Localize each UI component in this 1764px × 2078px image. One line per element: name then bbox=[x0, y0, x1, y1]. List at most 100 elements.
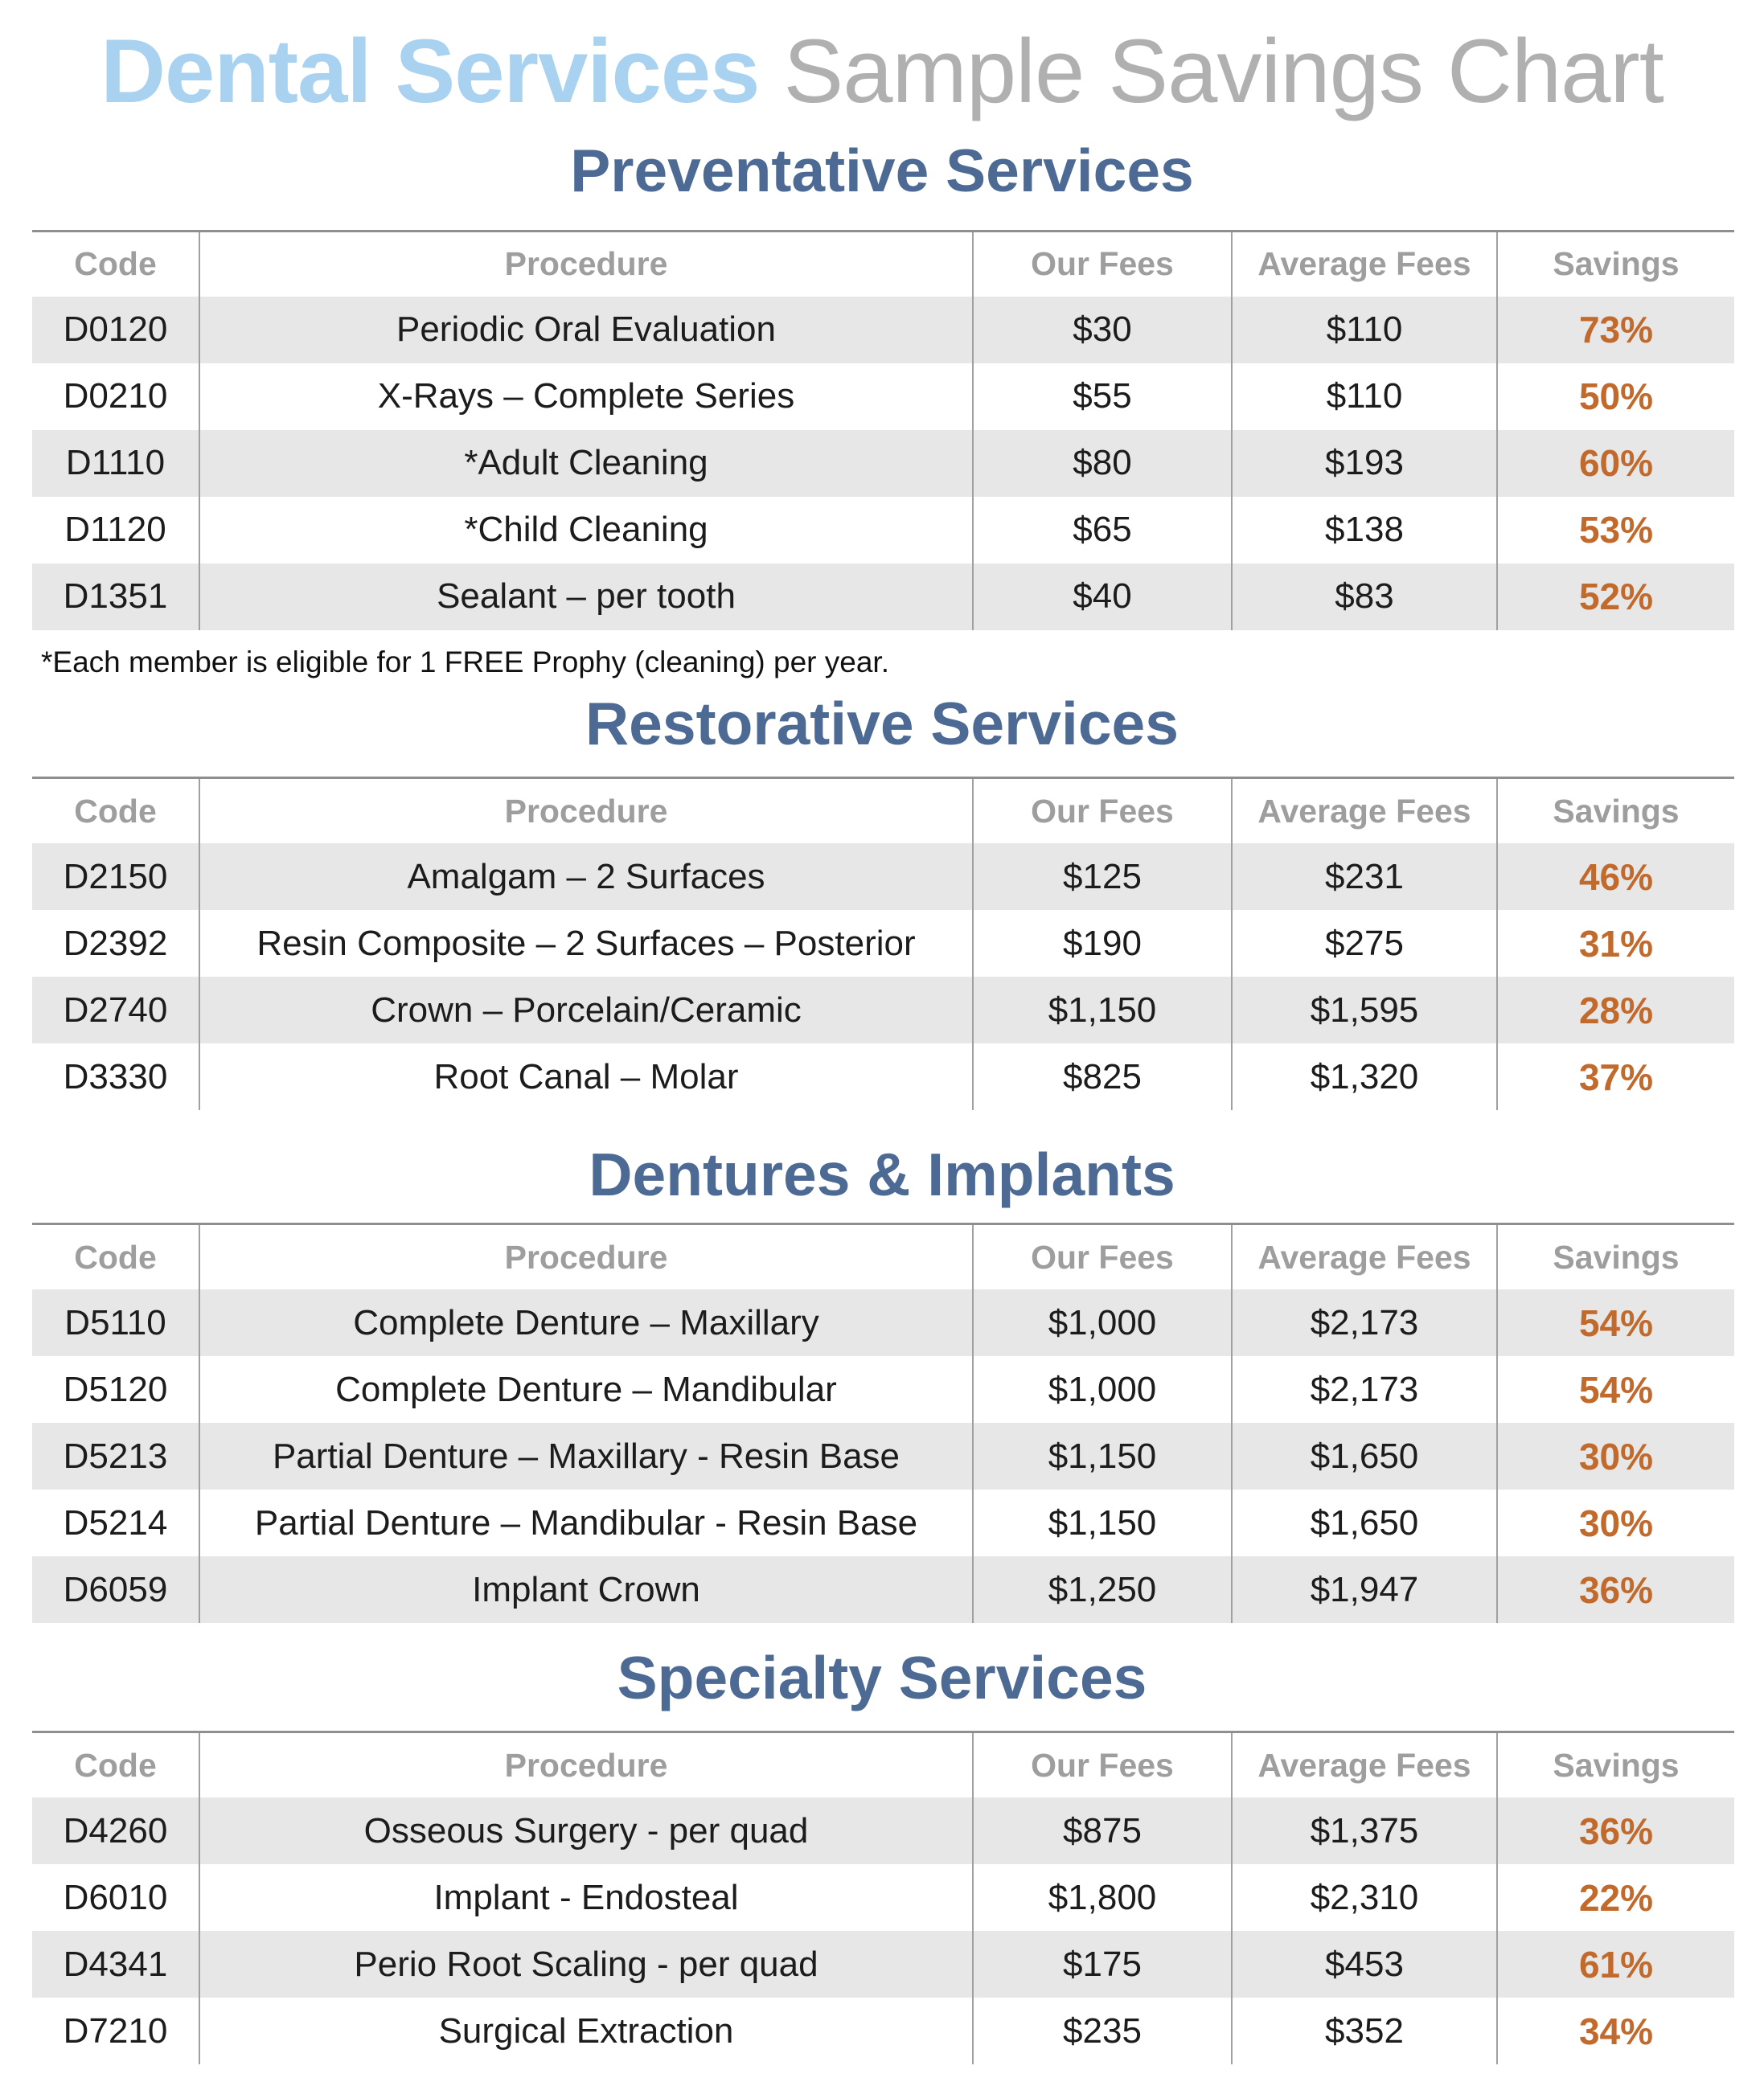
cell-average-fees: $138 bbox=[1232, 496, 1498, 564]
cell-procedure: Perio Root Scaling - per quad bbox=[199, 1931, 974, 1998]
cell-procedure: Sealant – per tooth bbox=[199, 563, 974, 630]
table-row: D2740 Crown – Porcelain/Ceramic $1,150 $1,5… bbox=[32, 977, 1734, 1044]
cell-savings: 22% bbox=[1578, 1876, 1654, 1919]
cell-code: D5120 bbox=[32, 1356, 200, 1424]
page-title-rest: Sample Savings Chart bbox=[783, 21, 1664, 121]
cell-our-fees: $80 bbox=[973, 429, 1233, 497]
cell-savings: 53% bbox=[1578, 509, 1654, 551]
cell-average-fees: $110 bbox=[1232, 363, 1498, 430]
cell-procedure: Complete Denture – Maxillary bbox=[199, 1289, 974, 1357]
cell-code: D4260 bbox=[32, 1797, 200, 1865]
cell-savings: 30% bbox=[1578, 1435, 1654, 1478]
section-heading-restorative: Restorative Services bbox=[585, 690, 1179, 758]
cell-our-fees: $175 bbox=[973, 1931, 1233, 1998]
cell-procedure: Partial Denture – Mandibular - Resin Bas… bbox=[199, 1490, 974, 1557]
cell-average-fees: $231 bbox=[1232, 843, 1498, 911]
page-title: Dental Services Sample Savings Chart bbox=[0, 20, 1764, 124]
table-header-row: Code Procedure Our Fees Average Fees Savings bbox=[32, 1223, 1734, 1290]
cell-savings: 28% bbox=[1578, 989, 1654, 1031]
section-restorative-services: Restorative Services Code Procedure Our Fe… bbox=[0, 690, 1764, 1111]
cell-savings: 31% bbox=[1578, 922, 1654, 965]
cell-savings: 50% bbox=[1578, 375, 1654, 418]
column-header-average-fees: Average Fees bbox=[1232, 1223, 1498, 1290]
cell-average-fees: $83 bbox=[1232, 563, 1498, 630]
cell-savings: 46% bbox=[1578, 855, 1654, 898]
column-header-code: Code bbox=[32, 777, 200, 844]
cell-our-fees: $1,000 bbox=[973, 1356, 1233, 1424]
cell-procedure: *Child Cleaning bbox=[199, 496, 974, 564]
cell-savings: 36% bbox=[1578, 1810, 1654, 1852]
table-row: D1120 *Child Cleaning $65 $138 53% bbox=[32, 496, 1734, 564]
cell-our-fees: $825 bbox=[973, 1043, 1233, 1111]
cell-procedure: Surgical Extraction bbox=[199, 1998, 974, 2065]
cell-savings: 52% bbox=[1578, 576, 1654, 618]
column-header-average-fees: Average Fees bbox=[1232, 1732, 1498, 1798]
cell-our-fees: $1,150 bbox=[973, 977, 1233, 1044]
cell-our-fees: $40 bbox=[973, 563, 1233, 630]
cell-savings: 30% bbox=[1578, 1502, 1654, 1544]
cell-code: D0120 bbox=[32, 296, 200, 363]
cell-code: D3330 bbox=[32, 1043, 200, 1111]
cell-procedure: Complete Denture – Mandibular bbox=[199, 1356, 974, 1424]
column-header-procedure: Procedure bbox=[199, 231, 974, 297]
cell-code: D6059 bbox=[32, 1556, 200, 1624]
specialty-services-table: Code Procedure Our Fees Average Fees Savings… bbox=[32, 1731, 1734, 2065]
cell-code: D5110 bbox=[32, 1289, 200, 1357]
cell-procedure: Periodic Oral Evaluation bbox=[199, 296, 974, 363]
table-row: D5213 Partial Denture – Maxillary - Resin… bbox=[32, 1423, 1734, 1490]
cell-average-fees: $453 bbox=[1232, 1931, 1498, 1998]
cell-procedure: Amalgam – 2 Surfaces bbox=[199, 843, 974, 911]
dentures-implants-table: Code Procedure Our Fees Average Fees Savings… bbox=[32, 1223, 1734, 1624]
cell-average-fees: $2,173 bbox=[1232, 1356, 1498, 1424]
cell-average-fees: $193 bbox=[1232, 429, 1498, 497]
cell-code: D1120 bbox=[32, 496, 200, 564]
section-dentures-implants: Dentures & Implants Code Procedure Our Fee… bbox=[0, 1141, 1764, 1624]
cell-savings: 34% bbox=[1578, 2010, 1654, 2052]
table-row: D7210 Surgical Extraction $235 $352 34% bbox=[32, 1998, 1734, 2065]
cell-our-fees: $125 bbox=[973, 843, 1233, 911]
table-row: D6010 Implant - Endosteal $1,800 $2,310 22% bbox=[32, 1864, 1734, 1932]
column-header-code: Code bbox=[32, 1223, 200, 1290]
cell-savings: 37% bbox=[1578, 1055, 1654, 1098]
restorative-services-table: Code Procedure Our Fees Average Fees Savings… bbox=[32, 777, 1734, 1111]
column-header-average-fees: Average Fees bbox=[1232, 231, 1498, 297]
cell-our-fees: $30 bbox=[973, 296, 1233, 363]
column-header-average-fees: Average Fees bbox=[1232, 777, 1498, 844]
cell-average-fees: $2,310 bbox=[1232, 1864, 1498, 1932]
savings-chart: Preventative Services Code Procedure Our F… bbox=[0, 137, 1764, 2065]
table-row: D3330 Root Canal – Molar $825 $1,320 37% bbox=[32, 1043, 1734, 1111]
cell-average-fees: $1,320 bbox=[1232, 1043, 1498, 1111]
table-row: D5110 Complete Denture – Maxillary $1,000 $… bbox=[32, 1289, 1734, 1357]
table-row: D2392 Resin Composite – 2 Surfaces – Post… bbox=[32, 910, 1734, 978]
table-row: D1351 Sealant – per tooth $40 $83 52% bbox=[32, 563, 1734, 630]
cell-our-fees: $1,150 bbox=[973, 1490, 1233, 1557]
page-header: Dental Services Sample Savings Chart bbox=[0, 20, 1764, 124]
cell-code: D5214 bbox=[32, 1490, 200, 1557]
cell-average-fees: $352 bbox=[1232, 1998, 1498, 2065]
cell-our-fees: $190 bbox=[973, 910, 1233, 978]
cell-our-fees: $1,250 bbox=[973, 1556, 1233, 1624]
table-row: D1110 *Adult Cleaning $80 $193 60% bbox=[32, 429, 1734, 497]
page-title-highlight: Dental Services bbox=[101, 21, 760, 121]
cell-code: D7210 bbox=[32, 1998, 200, 2065]
column-header-procedure: Procedure bbox=[199, 1732, 974, 1798]
section-preventative-services: Preventative Services Code Procedure Our F… bbox=[0, 137, 1764, 680]
cell-code: D0210 bbox=[32, 363, 200, 430]
column-header-our-fees: Our Fees bbox=[973, 777, 1233, 844]
table-header-row: Code Procedure Our Fees Average Fees Savings bbox=[32, 231, 1734, 297]
cell-our-fees: $1,800 bbox=[973, 1864, 1233, 1932]
table-row: D0210 X-Rays – Complete Series $55 $110 50% bbox=[32, 363, 1734, 430]
section-specialty-services: Specialty Services Code Procedure Our Fees… bbox=[0, 1644, 1764, 2065]
cell-procedure: Implant Crown bbox=[199, 1556, 974, 1624]
cell-our-fees: $55 bbox=[973, 363, 1233, 430]
cell-our-fees: $875 bbox=[973, 1797, 1233, 1865]
cell-average-fees: $1,595 bbox=[1232, 977, 1498, 1044]
column-header-savings: Savings bbox=[1553, 1746, 1680, 1784]
cell-code: D2392 bbox=[32, 910, 200, 978]
cell-code: D1351 bbox=[32, 563, 200, 630]
column-header-our-fees: Our Fees bbox=[973, 231, 1233, 297]
cell-average-fees: $1,375 bbox=[1232, 1797, 1498, 1865]
cell-our-fees: $65 bbox=[973, 496, 1233, 564]
cell-savings: 73% bbox=[1578, 309, 1654, 351]
column-header-savings: Savings bbox=[1553, 1238, 1680, 1276]
